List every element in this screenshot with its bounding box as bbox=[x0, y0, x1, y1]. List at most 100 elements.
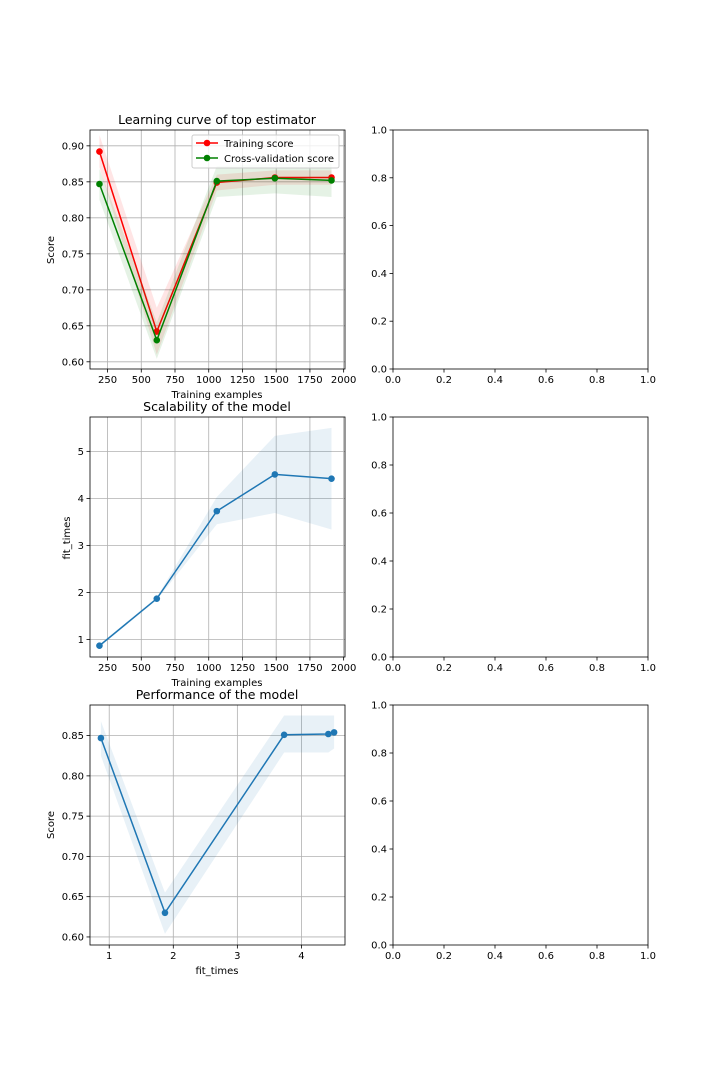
empty-3-x-tick-label-1: 0.2 bbox=[436, 951, 452, 962]
performance-panel: Performance of the model 1 2 3 4 0.60 0.65 0.7… bbox=[46, 687, 346, 977]
empty-1-x-tick-label-1: 0.2 bbox=[436, 375, 452, 386]
empty-3-axes-frame bbox=[392, 704, 649, 946]
performance-x-tick-label-1: 2 bbox=[170, 951, 176, 962]
empty-3-x-tick-label-2: 0.4 bbox=[487, 951, 503, 962]
learning-curve-series-0-point-1 bbox=[153, 328, 161, 335]
performance-title: Performance of the model bbox=[136, 687, 299, 702]
learning-curve-y-tick-label-1: 0.65 bbox=[62, 321, 84, 332]
empty-2-y-tick-label-5: 1.0 bbox=[371, 413, 387, 424]
learning-curve-y-tick-label-2: 0.70 bbox=[62, 285, 84, 296]
performance-y-tick-label-2: 0.70 bbox=[62, 852, 84, 863]
scalability-plot: 250 500 750 1000 1250 1500 1750 2000 1 2 3 4 5 bbox=[78, 416, 356, 674]
performance-series-0-band bbox=[100, 715, 335, 934]
legend-cv-label: Cross-validation score bbox=[224, 154, 334, 165]
learning-curve-y-tick-label-5: 0.85 bbox=[62, 177, 84, 188]
empty-1-x-tick-label-3: 0.6 bbox=[538, 375, 554, 386]
empty-1-y-tick-label-1: 0.2 bbox=[371, 317, 387, 328]
empty-2-y-tick-label-4: 0.8 bbox=[371, 461, 387, 472]
scalability-x-tick-label-0: 250 bbox=[98, 663, 117, 674]
scalability-x-tick-label-1: 500 bbox=[132, 663, 151, 674]
performance-x-tick-label-2: 3 bbox=[234, 951, 240, 962]
learning-curve-x-tick-label-4: 1250 bbox=[230, 375, 255, 386]
empty-3-y-tick-label-5: 1.0 bbox=[371, 701, 387, 712]
performance-series-0-point-2 bbox=[280, 731, 288, 739]
learning-curve-plot: 250 500 750 1000 1250 1500 1750 2000 0.60 0.65 0.7… bbox=[62, 129, 356, 386]
empty-1-y-tick-label-5: 1.0 bbox=[371, 126, 387, 137]
learning-curve-panel: Learning curve of top estimator 250 500 75… bbox=[46, 112, 356, 401]
empty-2-x-tick-label-4: 0.8 bbox=[589, 663, 605, 674]
learning-curve-x-label: Training examples bbox=[171, 390, 263, 401]
performance-y-tick-label-3: 0.75 bbox=[62, 812, 84, 823]
empty-2-x-tick-label-5: 1.0 bbox=[640, 663, 656, 674]
empty-3-y-tick-label-3: 0.6 bbox=[371, 797, 387, 808]
learning-curve-x-tick-label-1: 500 bbox=[132, 375, 151, 386]
learning-curve-series-1-point-0 bbox=[96, 180, 103, 188]
scalability-x-tick-label-6: 1750 bbox=[297, 663, 322, 674]
empty-2-x-tick-label-2: 0.4 bbox=[487, 663, 503, 674]
legend-cv-marker bbox=[203, 154, 211, 162]
scalability-y-label: fit_times bbox=[62, 516, 73, 559]
performance-y-tick-label-5: 0.85 bbox=[62, 731, 84, 742]
scalability-y-tick-label-3: 4 bbox=[78, 494, 84, 505]
performance-y-label: Score bbox=[46, 811, 57, 839]
empty-2-x-tick-label-3: 0.6 bbox=[538, 663, 554, 674]
empty-1-x-tick-label-4: 0.8 bbox=[589, 375, 605, 386]
performance-series-0-point-4 bbox=[330, 729, 338, 736]
legend-training-label: Training score bbox=[223, 139, 294, 150]
learning-curve-x-tick-label-2: 750 bbox=[165, 375, 184, 386]
scalability-y-tick-label-4: 5 bbox=[78, 447, 84, 458]
empty-3-x-tick-label-5: 1.0 bbox=[640, 951, 656, 962]
learning-curve-x-tick-label-7: 2000 bbox=[331, 375, 356, 386]
empty-3-y-tick-label-4: 0.8 bbox=[371, 749, 387, 760]
empty-2-y-tick-label-3: 0.6 bbox=[371, 509, 387, 520]
empty-1-x-tick-label-2: 0.4 bbox=[487, 375, 503, 386]
performance-axes-frame bbox=[89, 704, 346, 946]
empty-3-x-tick-label-4: 0.8 bbox=[589, 951, 605, 962]
scalability-panel: Scalability of the model 250 500 750 1000 12… bbox=[62, 399, 356, 689]
empty-1-x-tick-label-5: 1.0 bbox=[640, 375, 656, 386]
performance-y-tick-label-1: 0.65 bbox=[62, 892, 84, 903]
learning-curve-x-tick-label-6: 1750 bbox=[297, 375, 322, 386]
scalability-x-tick-label-3: 1000 bbox=[196, 663, 221, 674]
empty-2-x-tick-label-1: 0.2 bbox=[436, 663, 452, 674]
scalability-x-label: Training examples bbox=[171, 678, 263, 689]
learning-curve-x-tick-label-0: 250 bbox=[98, 375, 117, 386]
learning-curve-title: Learning curve of top estimator bbox=[118, 112, 317, 127]
learning-curve-y-label: Score bbox=[46, 236, 57, 264]
empty-3-x-tick-label-0: 0.0 bbox=[385, 951, 401, 962]
empty-3-y-tick-label-2: 0.4 bbox=[371, 845, 387, 856]
empty-1-x-tick-label-0: 0.0 bbox=[385, 375, 401, 386]
performance-series-0-point-3 bbox=[325, 730, 332, 738]
empty-3-x-tick-label-3: 0.6 bbox=[538, 951, 554, 962]
learning-curve-x-tick-label-5: 1500 bbox=[263, 375, 288, 386]
scalability-series-0-point-3 bbox=[271, 471, 279, 478]
empty-2-x-tick-label-0: 0.0 bbox=[385, 663, 401, 674]
scalability-title: Scalability of the model bbox=[143, 399, 291, 414]
empty-2-y-tick-label-2: 0.4 bbox=[371, 557, 387, 568]
scalability-series-0-band bbox=[99, 427, 332, 648]
empty-axes-bottom: 0.0 0.2 0.4 0.6 0.8 1.0 0.0 0.2 0.4 0.6 0.8 1.0 bbox=[371, 701, 656, 963]
scalability-series-0-point-4 bbox=[328, 475, 335, 482]
scalability-series-0-point-1 bbox=[153, 595, 161, 602]
learning-curve-y-tick-label-6: 0.90 bbox=[62, 141, 84, 152]
scalability-x-tick-label-4: 1250 bbox=[230, 663, 255, 674]
legend-box bbox=[191, 134, 340, 169]
scalability-y-tick-label-2: 3 bbox=[78, 541, 84, 552]
empty-1-y-tick-label-2: 0.4 bbox=[371, 269, 387, 280]
empty-axes-middle: 0.0 0.2 0.4 0.6 0.8 1.0 0.0 0.2 0.4 0.6 0.8 1.0 bbox=[371, 413, 656, 675]
performance-series-0-point-0 bbox=[97, 734, 105, 742]
performance-x-tick-label-0: 1 bbox=[106, 951, 112, 962]
performance-y-tick-label-0: 0.60 bbox=[62, 932, 84, 943]
learning-curve-y-tick-label-4: 0.80 bbox=[62, 213, 84, 224]
scalability-x-tick-label-2: 750 bbox=[165, 663, 184, 674]
scalability-x-tick-label-5: 1500 bbox=[263, 663, 288, 674]
performance-y-tick-label-4: 0.80 bbox=[62, 771, 84, 782]
empty-axes-top: 0.0 0.2 0.4 0.6 0.8 1.0 0.0 0.2 0.4 0.6 0.8 1.0 bbox=[371, 126, 656, 387]
scalability-x-tick-label-7: 2000 bbox=[331, 663, 356, 674]
performance-plot: 1 2 3 4 0.60 0.65 0.70 0.75 0.80 0.85 bbox=[62, 704, 346, 962]
empty-1-y-tick-label-0: 0.0 bbox=[371, 365, 387, 376]
performance-series-0-point-1 bbox=[161, 909, 169, 917]
empty-3-y-tick-label-0: 0.0 bbox=[371, 941, 387, 952]
